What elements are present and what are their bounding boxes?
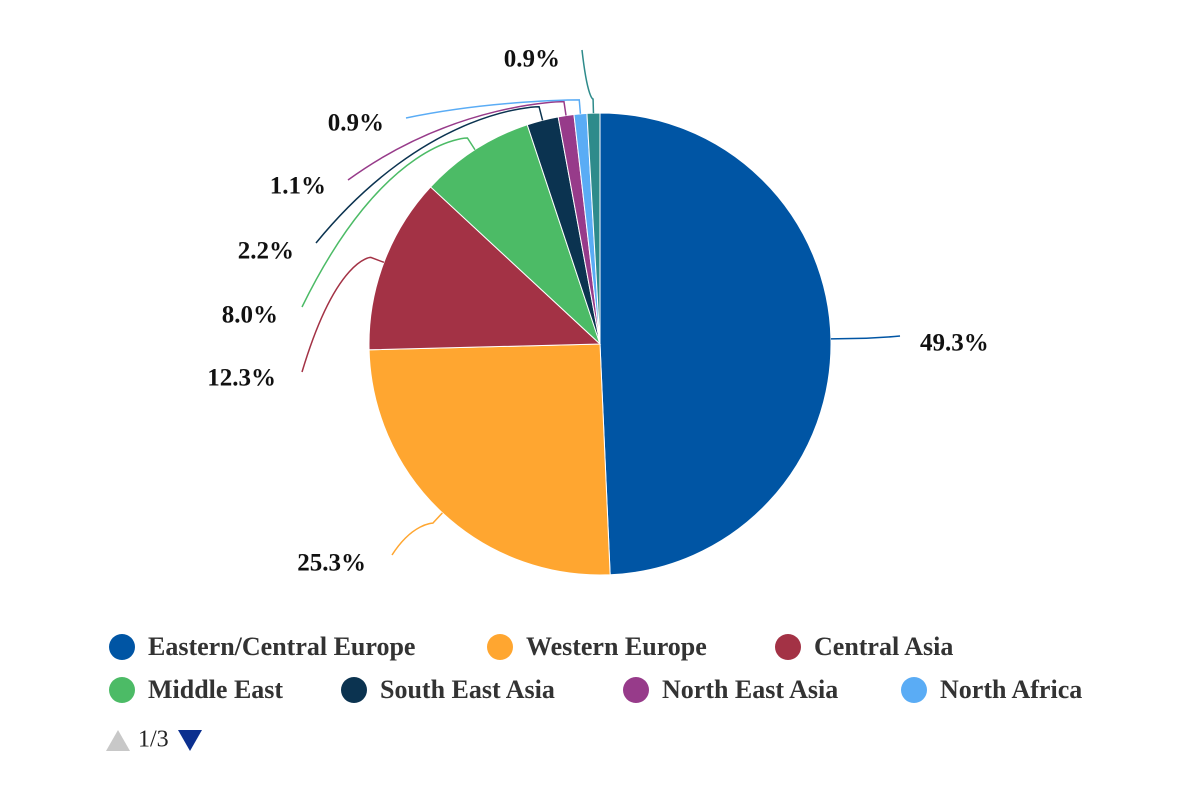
slice — [429, 124, 601, 345]
leader-line — [347, 100, 567, 181]
legend-label[interactable]: North Africa — [940, 675, 1082, 704]
legend-page: 1/3 — [138, 727, 169, 753]
legend-marker — [623, 677, 649, 703]
data-label: 25.3% — [297, 550, 366, 577]
legend-marker — [775, 634, 801, 660]
data-label: 12.3% — [207, 365, 276, 392]
legend-next[interactable] — [178, 730, 202, 751]
legend-prev[interactable] — [106, 730, 130, 751]
data-label: 1.1% — [270, 173, 326, 200]
leader-line — [391, 512, 443, 556]
legend-marker — [341, 677, 367, 703]
slice — [368, 343, 611, 576]
legend-label[interactable]: Middle East — [148, 675, 283, 704]
legend-marker — [487, 634, 513, 660]
slice — [599, 112, 832, 576]
data-label: 8.0% — [222, 302, 278, 329]
data-label: 0.9% — [504, 46, 560, 73]
data-label: 0.9% — [328, 110, 384, 137]
data-label: 49.3% — [920, 330, 989, 357]
slice — [368, 186, 602, 351]
legend-marker — [901, 677, 927, 703]
leader-line — [301, 137, 476, 308]
legend-label[interactable]: Central Asia — [814, 632, 953, 661]
legend-label[interactable]: Eastern/Central Europe — [148, 632, 415, 661]
leader-line — [405, 99, 582, 119]
legend-marker — [109, 634, 135, 660]
legend-marker — [109, 677, 135, 703]
leader-line — [830, 335, 901, 340]
leader-line — [301, 256, 385, 373]
data-label: 2.2% — [238, 238, 294, 265]
legend-label[interactable]: Western Europe — [526, 632, 707, 661]
leader-line — [315, 105, 544, 244]
legend-label[interactable]: South East Asia — [380, 675, 555, 704]
leader-line — [581, 49, 595, 114]
legend-label[interactable]: North East Asia — [662, 675, 838, 704]
